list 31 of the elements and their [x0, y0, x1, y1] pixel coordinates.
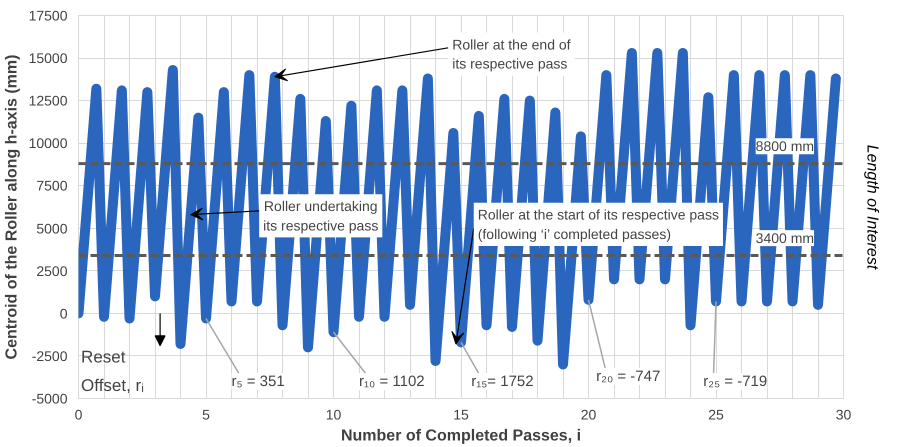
x-tick-label: 10: [326, 406, 342, 422]
annotation: Roller at the start of its respective pass (following ‘i’ completed passes): [478, 206, 719, 242]
y-tick-label: 17500: [28, 8, 68, 24]
x-tick-label: 25: [708, 406, 724, 422]
y-tick-label: 12500: [28, 92, 68, 109]
x-tick-label: 20: [580, 406, 596, 422]
annotation: r₂₀ = -747: [596, 368, 660, 385]
y-tick-label: 5000: [36, 220, 68, 236]
annotation: r₂₅ = -719: [703, 372, 768, 390]
y-tick-label: -2500: [32, 348, 68, 364]
y-tick-label: -5000: [32, 390, 68, 406]
y-tick-label: 15000: [28, 50, 68, 66]
y-tick-label: 0: [60, 305, 68, 322]
y-tick-label: 10000: [28, 135, 68, 152]
y-axis-title: Centroid of the Roller along h-axis (mm): [4, 54, 21, 360]
x-tick-label: 0: [74, 406, 83, 422]
annotation: Roller at the end of its respective pass: [452, 36, 571, 72]
annotation: r₁₀ = 1102: [359, 372, 425, 390]
annotation: r₅ = 351: [232, 372, 285, 390]
ref-line-label: 8800 mm: [756, 138, 814, 154]
y-tick-label: 7500: [36, 178, 68, 194]
x-axis-title: Number of Completed Passes, i: [340, 428, 582, 444]
annotation: Reset Offset, rᵢ: [81, 347, 144, 395]
annotation: r₁₅= 1752: [471, 372, 534, 390]
ref-line-label: 3400 mm: [756, 230, 814, 246]
y-tick-label: 2500: [36, 262, 68, 279]
annotation: Roller undertaking its respective pass: [263, 198, 378, 234]
x-tick-label: 30: [836, 406, 852, 422]
text: Length of Interest: [864, 144, 880, 270]
x-tick-label: 5: [202, 406, 210, 422]
x-tick-label: 15: [453, 406, 469, 422]
